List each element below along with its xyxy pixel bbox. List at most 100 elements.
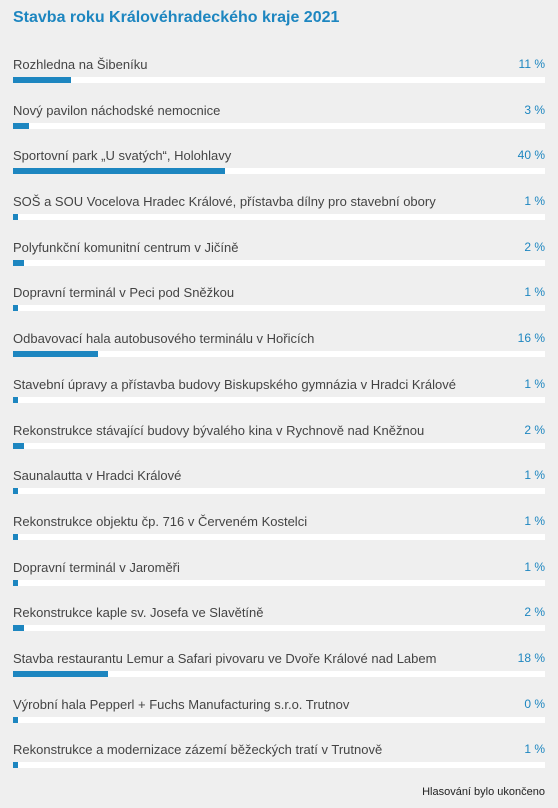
poll-item-percent: 1 % <box>524 376 545 391</box>
poll-item-label: Rozhledna na Šibeníku <box>13 57 148 72</box>
poll-item-bar-fill <box>13 396 19 403</box>
poll-item-label: Odbavovací hala autobusového terminálu v… <box>13 331 315 347</box>
poll-item: Rekonstrukce kaple sv. Josefa ve Slavětí… <box>13 587 545 633</box>
poll-items: Rozhledna na Šibeníku 11 % Nový pavilon ná… <box>13 39 545 770</box>
poll-item-bar-fill <box>13 716 18 723</box>
poll-item: Dopravní terminál v Peci pod Sněžkou 1 % <box>13 267 545 313</box>
poll-item-percent: 1 % <box>524 194 545 209</box>
poll-item-bar-track <box>13 396 545 403</box>
poll-item-bar-fill <box>13 579 19 586</box>
poll-title: Stavba roku Královéhradeckého kraje 2021 <box>13 9 340 26</box>
poll-item-bar-fill <box>13 533 19 540</box>
poll-item-row: Rekonstrukce stávající budovy bývalého k… <box>13 423 545 439</box>
poll-item-row: Saunalautta v Hradci Králové 1 % <box>13 468 545 484</box>
poll-item-percent: 1 % <box>524 513 545 528</box>
poll-item-bar-fill <box>13 214 19 221</box>
poll-item-bar-track <box>13 670 545 677</box>
poll-item-bar-track <box>13 168 545 175</box>
poll-item-row: Rekonstrukce objektu čp. 716 v Červeném … <box>13 514 545 530</box>
poll-item-bar-track <box>13 762 545 769</box>
poll-item-bar-fill <box>13 305 19 312</box>
poll-item-bar-fill <box>13 670 109 677</box>
poll-item-percent: 1 % <box>524 285 545 300</box>
poll-item-row: Odbavovací hala autobusového terminálu v… <box>13 331 545 347</box>
poll-item: Výrobní hala Pepperl + Fuchs Manufacturi… <box>13 679 545 725</box>
poll-item-label: Stavební úpravy a přístavba budovy Bisku… <box>13 376 456 392</box>
poll-item-label: Dopravní terminál v Peci pod Sněžkou <box>13 285 235 301</box>
poll-item: Rozhledna na Šibeníku 11 % <box>13 39 545 85</box>
poll-item-bar-track <box>13 214 545 221</box>
poll-item-bar-track <box>13 625 545 632</box>
poll-item-percent: 1 % <box>524 559 545 574</box>
poll-item-label: Výrobní hala Pepperl + Fuchs Manufacturi… <box>13 696 350 712</box>
poll-item-row: SOŠ a SOU Vocelova Hradec Králové, příst… <box>13 194 545 210</box>
poll-item-row: Stavba restaurantu Lemur a Safari pivova… <box>13 651 545 667</box>
poll-item-percent: 0 % <box>524 696 545 711</box>
poll-item-row: Dopravní terminál v Jaroměři 1 % <box>13 560 545 576</box>
poll-item-bar-track <box>13 259 545 266</box>
poll-item-bar-fill <box>13 488 19 495</box>
poll-item-row: Rozhledna na Šibeníku 11 % <box>13 57 545 73</box>
poll-item-label: Stavba restaurantu Lemur a Safari pivova… <box>13 650 437 666</box>
poll-item: Sportovní park „U svatých“, Holohlavy 40 … <box>13 130 545 176</box>
poll-item-row: Nový pavilon náchodské nemocnice 3 % <box>13 103 545 119</box>
poll-item-bar-track <box>13 122 545 129</box>
poll-item-row: Polyfunkční komunitní centrum v Jičíně 2 … <box>13 240 545 256</box>
poll-item-label: Rekonstrukce kaple sv. Josefa ve Slavětí… <box>13 605 264 621</box>
poll-item-percent: 16 % <box>517 331 545 346</box>
poll-item-percent: 40 % <box>517 148 545 163</box>
poll-item-bar-fill <box>13 122 29 129</box>
poll-item-row: Sportovní park „U svatých“, Holohlavy 40 … <box>13 148 545 164</box>
poll-item-percent: 1 % <box>524 468 545 483</box>
poll-item-bar-fill <box>13 168 225 175</box>
poll-item: Saunalautta v Hradci Králové 1 % <box>13 450 545 496</box>
poll-item-bar-track <box>13 716 545 723</box>
poll-item: SOŠ a SOU Vocelova Hradec Králové, příst… <box>13 176 545 222</box>
poll-item-bar-track <box>13 305 545 312</box>
poll-item: Nový pavilon náchodské nemocnice 3 % <box>13 85 545 131</box>
poll-item-bar-fill <box>13 442 24 449</box>
poll-item-percent: 3 % <box>524 102 545 117</box>
poll-item-row: Stavební úpravy a přístavba budovy Bisku… <box>13 377 545 393</box>
poll-item-label: Rekonstrukce a modernizace zázemí běžeck… <box>13 742 383 758</box>
poll-item-bar-fill <box>13 259 24 266</box>
poll-item-bar-fill <box>13 77 72 83</box>
poll-item-label: Sportovní park „U svatých“, Holohlavy <box>13 148 232 164</box>
poll-item-label: Dopravní terminál v Jaroměři <box>13 559 180 575</box>
poll-item-percent: 2 % <box>524 605 545 620</box>
poll-item-label: Saunalautta v Hradci Králové <box>13 468 182 484</box>
poll-item-row: Rekonstrukce kaple sv. Josefa ve Slavětí… <box>13 605 545 621</box>
poll-item-bar-track <box>13 442 545 449</box>
poll-item-bar-track <box>13 579 545 586</box>
poll-item-label: Polyfunkční komunitní centrum v Jičíně <box>13 239 239 255</box>
poll-item-bar-track <box>13 488 545 495</box>
poll-item-bar-fill <box>13 762 19 769</box>
poll-item-label: Rekonstrukce stávající budovy bývalého k… <box>13 422 425 438</box>
poll-item-label: Nový pavilon náchodské nemocnice <box>13 102 221 118</box>
poll-item-row: Dopravní terminál v Peci pod Sněžkou 1 % <box>13 285 545 301</box>
poll-item-bar-track <box>13 533 545 540</box>
poll-item: Polyfunkční komunitní centrum v Jičíně 2 … <box>13 222 545 268</box>
poll-item: Rekonstrukce objektu čp. 716 v Červeném … <box>13 496 545 542</box>
poll-item-bar-fill <box>13 625 24 632</box>
poll-item-row: Výrobní hala Pepperl + Fuchs Manufacturi… <box>13 697 545 713</box>
voting-closed-notice: Hlasování bylo ukončeno <box>422 786 545 798</box>
poll-item-label: Rekonstrukce objektu čp. 716 v Červeném … <box>13 513 308 529</box>
poll-item: Odbavovací hala autobusového terminálu v… <box>13 313 545 359</box>
poll-item: Stavební úpravy a přístavba budovy Bisku… <box>13 359 545 405</box>
poll-item-percent: 2 % <box>524 239 545 254</box>
poll-item-row: Rekonstrukce a modernizace zázemí běžeck… <box>13 742 545 758</box>
poll-item-bar-track <box>13 351 545 358</box>
poll-item-bar-track <box>13 77 545 83</box>
poll-item-label: SOŠ a SOU Vocelova Hradec Králové, příst… <box>13 194 436 210</box>
poll-item-percent: 11 % <box>518 57 545 71</box>
poll-item-bar-fill <box>13 351 98 358</box>
poll-item-percent: 18 % <box>517 650 545 665</box>
poll-item-percent: 2 % <box>524 422 545 437</box>
poll-item: Rekonstrukce stávající budovy bývalého k… <box>13 405 545 451</box>
poll-item: Rekonstrukce a modernizace zázemí běžeck… <box>13 724 545 770</box>
poll-item: Dopravní terminál v Jaroměři 1 % <box>13 542 545 588</box>
poll-item: Stavba restaurantu Lemur a Safari pivova… <box>13 633 545 679</box>
poll-item-percent: 1 % <box>524 742 545 757</box>
